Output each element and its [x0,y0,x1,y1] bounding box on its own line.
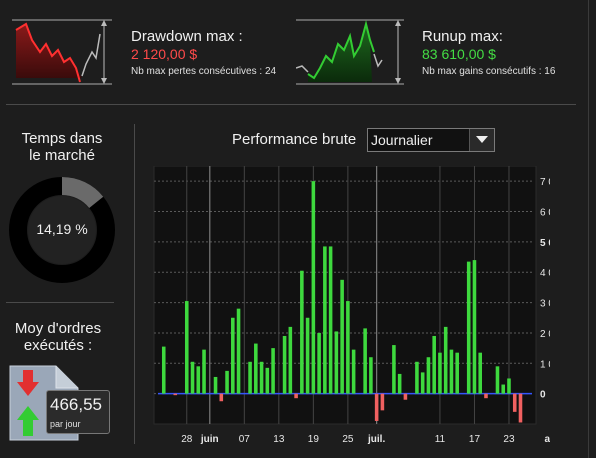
bar-positive [351,349,356,394]
y-tick-label: 7 000 [540,177,550,188]
y-tick-label: 6 000 [540,208,550,219]
bar-negative [484,393,488,399]
bar-negative [374,393,379,421]
y-tick-label: 0 [540,390,546,401]
bar-positive [397,373,402,394]
bar-positive [340,279,344,394]
bar-positive [196,366,201,394]
period-select-value: Journalier [371,132,433,148]
bar-negative [512,393,517,412]
drawdown-consecutive-losses: Nb max pertes consécutives : 24 [131,66,277,77]
x-tick-label: 17 [469,434,481,445]
y-tick-label: 5 000 [540,238,550,249]
bar-positive [426,357,431,394]
bar-positive [282,335,287,394]
x-tick-label: juil. [367,434,385,445]
market-time-title: Temps dans le marché [21,130,103,164]
arrow-up-icon [17,406,39,436]
bar-positive [495,366,500,394]
bar-negative [380,393,385,411]
bar-positive [449,349,454,394]
bar-positive [161,346,166,394]
header-divider [6,104,576,105]
bar-positive [265,367,270,394]
bar-positive [501,384,506,394]
bar-positive [236,308,241,394]
arrow-down-icon [17,370,39,396]
chevron-down-icon[interactable] [469,129,494,151]
bar-positive [438,352,442,394]
bar-positive [317,332,321,394]
x-tick-label: 28 [181,434,193,445]
bar-positive [472,260,477,394]
bar-positive [271,348,275,394]
bar-positive [288,326,293,394]
runup-chart-icon [296,19,404,85]
bar-positive [231,317,235,394]
orders-value-box: 466,55 par jour [46,390,110,434]
bar-positive [415,361,419,394]
bar-positive [225,370,229,394]
market-time-gauge: 14,19 % [9,177,115,283]
y-tick-label: 1 000 [540,359,550,370]
orders-unit: par jour [50,419,81,429]
orders-value: 466,55 [50,395,102,414]
orders-title: Moy d'ordres exécutés : [14,320,102,354]
bar-positive [507,378,511,394]
left-right-divider [134,124,135,444]
bar-negative [518,393,523,423]
drawdown-value: 2 120,00 $ [131,46,198,62]
y-tick-label: 2 000 [540,329,550,340]
bar-positive [323,246,327,394]
runup-title: Runup max: [422,28,503,45]
performance-chart: 7 000 6 000 5 000 4 000 3 000 2 000 1 000 0 28 ju… [153,166,550,445]
bar-positive [334,331,339,394]
bar-positive [202,349,206,394]
bar-positive [443,326,448,394]
bar-positive [305,317,310,394]
x-tick-label: 25 [342,434,354,445]
bar-positive [213,376,218,394]
bar-positive [420,372,425,394]
bar-negative [219,393,224,402]
runup-consecutive-gains: Nb max gains consécutifs : 16 [422,66,556,77]
bar-negative [173,393,178,396]
right-edge-divider [588,0,589,458]
bar-positive [466,261,471,394]
runup-value: 83 610,00 $ [422,46,496,62]
x-tick-label: juin [200,434,219,445]
bar-positive [392,345,396,394]
period-select[interactable]: Journalier [367,128,495,152]
bar-positive [254,343,258,394]
bar-positive [369,357,373,394]
bar-positive [455,352,459,394]
market-time-value: 14,19 % [36,221,87,237]
x-tick-label: 19 [308,434,320,445]
bar-positive [363,328,367,394]
y-tick-label: 4 000 [540,268,550,279]
x-tick-label: 11 [435,434,446,445]
x-tick-label: 07 [239,434,251,445]
bar-negative [403,393,408,400]
bar-negative [294,393,298,399]
bar-positive [190,361,195,394]
x-tick-label: 13 [273,434,285,445]
left-panel-divider [6,302,114,303]
x-tick-label: août [544,434,550,445]
performance-title: Performance brute [232,131,357,148]
drawdown-chart-icon [12,19,112,85]
bar-positive [311,181,316,394]
y-tick-label: 3 000 [540,299,550,310]
bar-positive [432,335,436,394]
bar-positive [328,246,333,394]
bar-positive [346,301,350,394]
drawdown-title: Drawdown max : [131,28,243,45]
bar-positive [184,301,189,394]
bar-positive [478,352,482,394]
bar-positive [248,361,252,394]
x-tick-label: 23 [503,434,515,445]
bar-positive [300,270,304,394]
bar-positive [259,361,264,394]
